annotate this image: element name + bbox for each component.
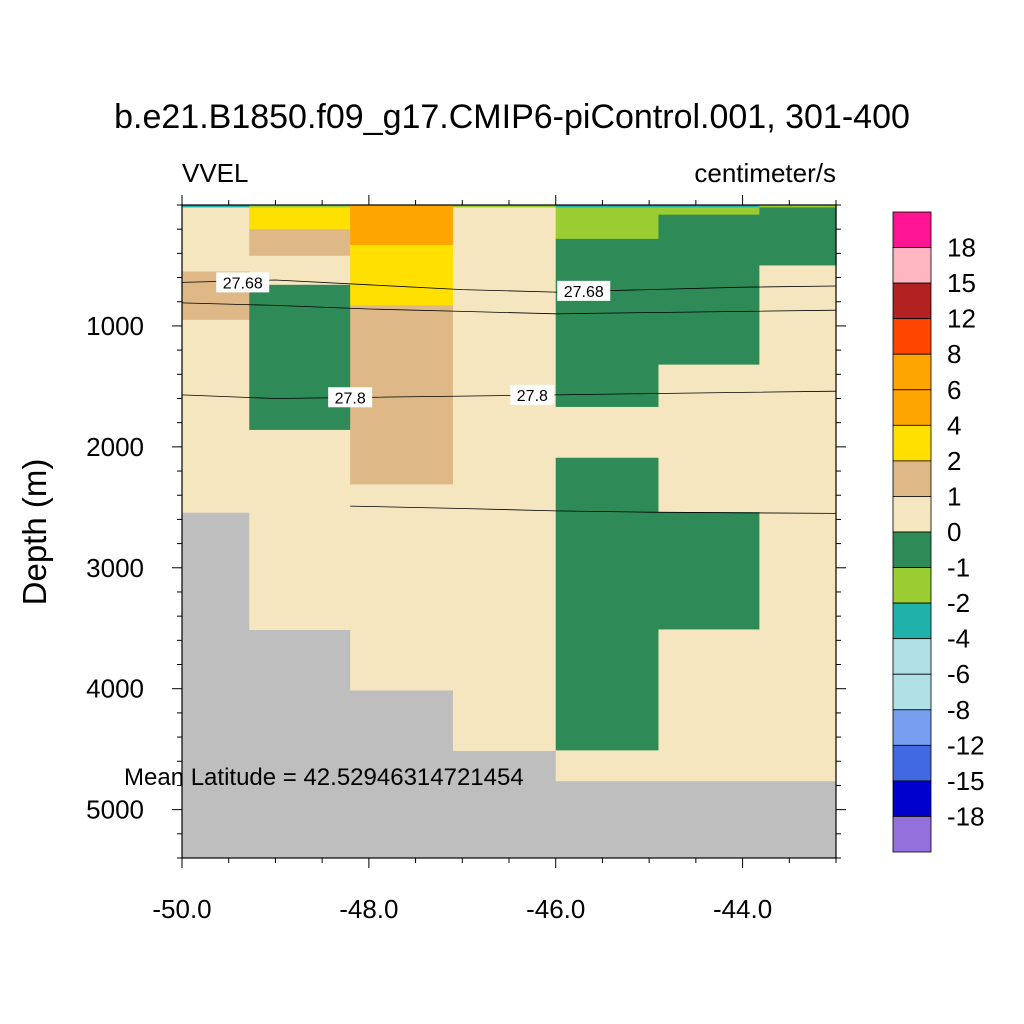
- y-tick-label: 5000: [86, 795, 144, 825]
- colorbar-swatch: [892, 567, 932, 604]
- heatmap-cell: [555, 238, 660, 408]
- contour-line: [181, 390, 837, 399]
- colorbar-label: 15: [947, 268, 976, 298]
- colorbar-swatch: [892, 282, 932, 320]
- colorbar-swatch: [892, 247, 932, 284]
- colorbar-label: 0: [947, 517, 961, 547]
- heatmap-cell: [759, 265, 837, 782]
- colorbar-label: 6: [947, 375, 961, 405]
- x-tick-label: -48.0: [339, 894, 398, 924]
- colorbar-label: 2: [947, 446, 961, 476]
- colorbar-swatch: [892, 744, 932, 782]
- colorbar-swatch: [892, 318, 932, 355]
- colorbar-swatch: [892, 673, 932, 711]
- units-label: centimeter/s: [694, 158, 836, 188]
- colorbar-swatch: [892, 460, 932, 497]
- heatmap-cell: [249, 229, 351, 257]
- contour-label-box: [216, 272, 270, 293]
- colorbar-label: -6: [947, 659, 970, 689]
- colorbar-swatch: [892, 638, 932, 675]
- colorbar-label: -8: [947, 695, 970, 725]
- colorbar-label: -2: [947, 588, 970, 618]
- colorbar-swatch: [892, 424, 932, 462]
- contour-label: 27.68: [564, 284, 604, 301]
- heatmap-cell: [759, 205, 837, 209]
- variable-name: VVEL: [182, 158, 249, 188]
- colorbar-swatch: [892, 709, 932, 746]
- heatmap-cell: [658, 205, 760, 209]
- contour-line: [350, 505, 837, 514]
- contour-label-box: [557, 280, 611, 301]
- contour-label: 27.8: [335, 390, 366, 407]
- heatmap-cell: [182, 319, 250, 513]
- heatmap-cell: [555, 205, 660, 209]
- y-tick-label: 1000: [86, 311, 144, 341]
- heatmap-cell: [759, 207, 837, 267]
- heatmap-cell: [658, 364, 760, 513]
- heatmap-cell: [555, 750, 660, 782]
- heatmap-cell: [249, 205, 351, 209]
- heatmap-cell: [350, 484, 454, 691]
- heatmap-cell: [182, 205, 250, 209]
- colorbar-swatch: [892, 211, 932, 248]
- heatmap-cell: [658, 629, 760, 782]
- heatmap-cell: [658, 214, 760, 366]
- heatmap-cell: [555, 207, 660, 240]
- colorbar-swatch: [892, 389, 932, 426]
- colorbar-label: -1: [947, 553, 970, 583]
- colorbar-swatch: [892, 780, 932, 817]
- y-tick-label: 2000: [86, 432, 144, 462]
- contour-label: 27.8: [517, 388, 548, 405]
- heatmap-cell: [658, 512, 760, 631]
- colorbar-label: 8: [947, 339, 961, 369]
- heatmap-cell: [452, 207, 557, 751]
- contour-line: [181, 279, 837, 293]
- x-tick-label: -44.0: [713, 894, 772, 924]
- colorbar-swatch: [892, 816, 932, 853]
- contour-line: [181, 302, 837, 315]
- colorbar-swatch: [892, 602, 932, 640]
- heatmap-cell: [182, 207, 250, 273]
- chart-title: b.e21.B1850.f09_g17.CMIP6-piControl.001,…: [114, 98, 910, 136]
- mean-latitude-annotation: Mean Latitude = 42.52946314721454: [124, 764, 524, 791]
- colorbar-label: 4: [947, 410, 961, 440]
- contour-label: 27.68: [223, 275, 263, 292]
- x-tick-label: -50.0: [152, 894, 211, 924]
- colorbar-swatch: [892, 531, 932, 568]
- heatmap-cell: [658, 207, 760, 216]
- y-tick-label: 4000: [86, 674, 144, 704]
- x-tick-label: -46.0: [526, 894, 585, 924]
- contour-label-box: [328, 387, 373, 408]
- heatmap-cell: [249, 207, 351, 230]
- colorbar-label: -15: [947, 766, 985, 796]
- colorbar-label: -4: [947, 624, 970, 654]
- colorbar-label: 18: [947, 233, 976, 263]
- colorbar-swatch: [892, 496, 932, 533]
- y-tick-label: 3000: [86, 553, 144, 583]
- heatmap-cell: [555, 457, 660, 751]
- colorbar-label: 12: [947, 304, 976, 334]
- heatmap-cell: [350, 244, 454, 306]
- heatmap-cell: [350, 205, 454, 246]
- colorbar-label: -18: [947, 801, 985, 831]
- heatmap-cell: [555, 406, 660, 459]
- contour-label-box: [510, 384, 555, 405]
- heatmap-cell: [249, 429, 351, 631]
- colorbar-label: 1: [947, 481, 961, 511]
- colorbar-label: -12: [947, 730, 985, 760]
- colorbar-swatch: [892, 353, 932, 391]
- heatmap-cell: [452, 205, 557, 209]
